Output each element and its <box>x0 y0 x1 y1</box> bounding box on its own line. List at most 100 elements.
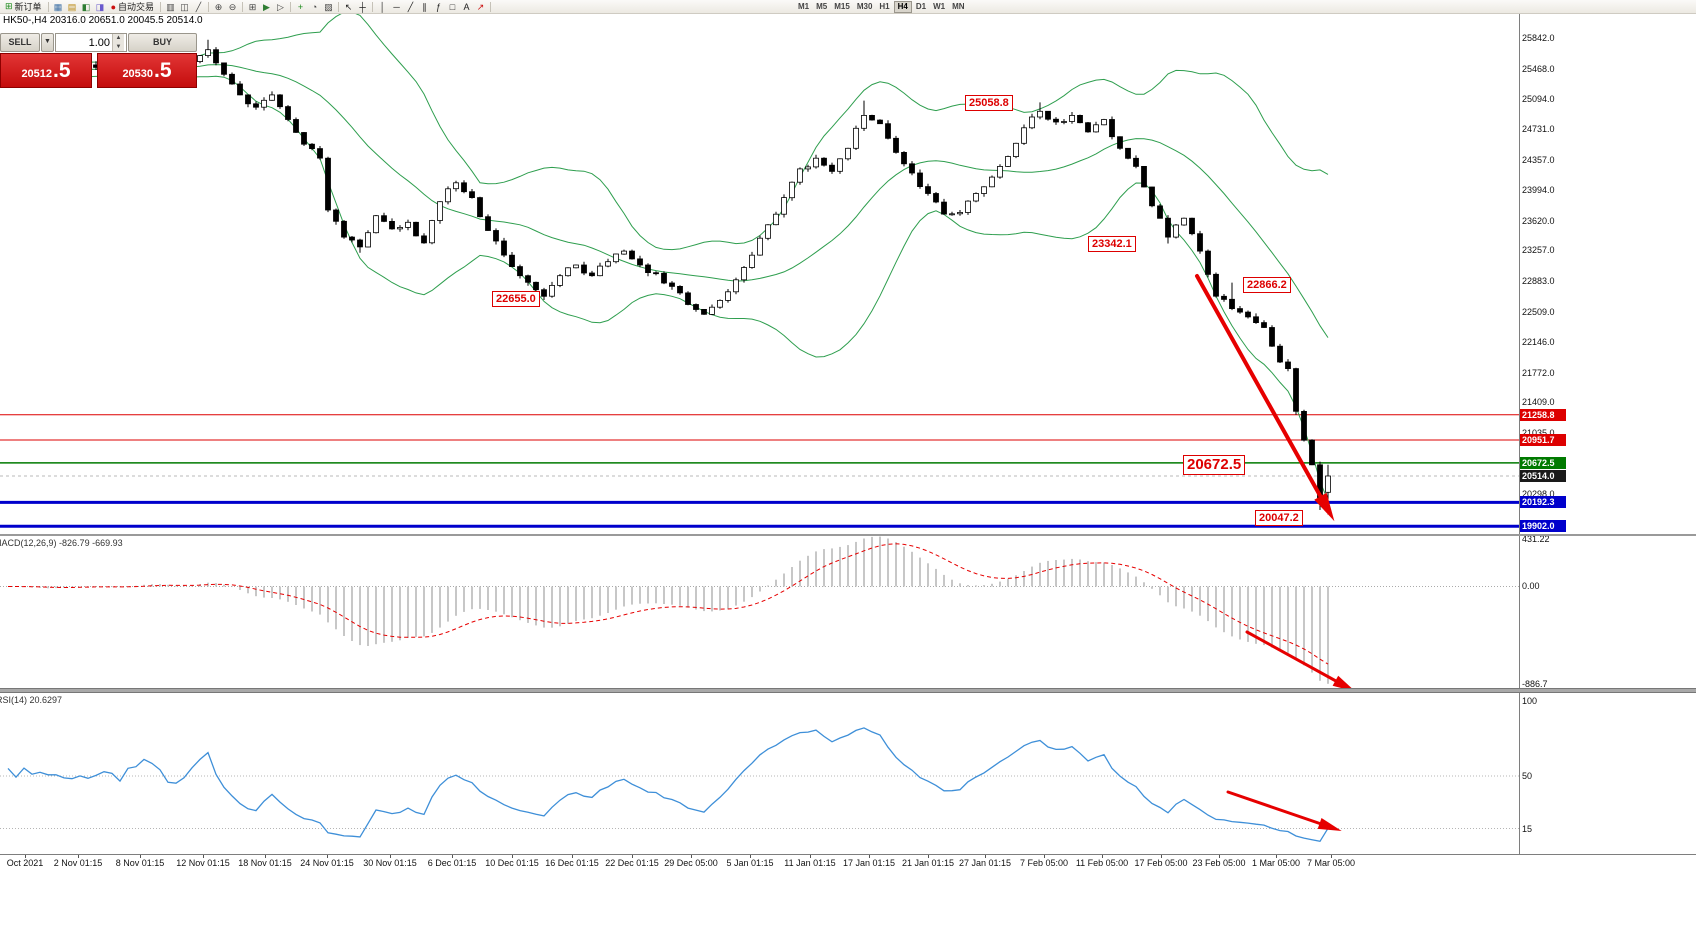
candle-body <box>1301 410 1307 441</box>
trendline-icon[interactable]: ╱ <box>407 1 414 12</box>
price-annotation[interactable]: 20672.5 <box>1183 455 1246 475</box>
indicators-icon[interactable]: + <box>297 1 304 12</box>
cursor-icon[interactable]: ↖ <box>344 1 353 12</box>
channel-icon[interactable]: ∥ <box>422 1 427 12</box>
profiles-icon[interactable]: ▤ <box>67 1 77 12</box>
price-annotation[interactable]: 23342.1 <box>1088 236 1136 252</box>
macd-value-signal: -669.93 <box>92 538 123 548</box>
rsi-panel[interactable] <box>0 693 1519 854</box>
bar-chart-icon[interactable]: ▥ <box>166 1 175 12</box>
market-watch-icon[interactable]: ◧ <box>81 1 91 12</box>
price-annotation[interactable]: 22866.2 <box>1243 277 1291 293</box>
price-axis-label: 21772.0 <box>1522 367 1555 378</box>
candle-body <box>813 157 819 168</box>
chart-shift-icon[interactable]: ▷ <box>277 1 284 12</box>
candle-body <box>301 132 307 145</box>
timeframe-m15[interactable]: M15 <box>834 1 850 11</box>
auto-scroll-icon[interactable]: ▶ <box>263 1 270 12</box>
templates-icon[interactable]: ▨ <box>324 1 333 12</box>
autotrading-button[interactable]: ● 自动交易 <box>108 1 157 13</box>
timeframe-h1[interactable]: H1 <box>879 1 890 11</box>
rsi-axis-label: 100 <box>1522 696 1538 706</box>
candle-body <box>941 201 947 215</box>
fibonacci-icon[interactable]: ƒ <box>436 1 442 12</box>
time-axis-tick <box>78 855 79 858</box>
vertical-line-icon[interactable]: │ <box>379 1 386 12</box>
text-icon[interactable]: A <box>463 1 470 12</box>
price-annotation[interactable]: 22655.0 <box>492 291 540 307</box>
candle-body <box>1117 136 1123 149</box>
price-axis-label: 25094.0 <box>1522 94 1555 105</box>
candle-body <box>517 266 523 277</box>
price-axis-label: 20298.0 <box>1522 488 1555 499</box>
price-axis-label: 22146.0 <box>1522 336 1555 347</box>
time-axis-label: 12 Nov 01:15 <box>176 858 230 868</box>
candle-body <box>749 254 755 268</box>
time-axis[interactable]: Oct 2021 2 Nov 01:15 8 Nov 01:15 12 Nov 01:… <box>0 855 1696 937</box>
sell-price-button[interactable]: 20512 .5 <box>0 53 92 88</box>
rsi-label: RSI(14) 20.6297 <box>0 695 62 705</box>
new-chart-icon[interactable]: ▦ <box>53 1 63 12</box>
new-order-button[interactable]: ⊞ 新订单 <box>2 1 45 13</box>
candle-body <box>469 191 475 198</box>
candle-body <box>1261 322 1267 328</box>
time-axis-label: 1 Mar 05:00 <box>1251 858 1301 868</box>
timeframe-h4[interactable]: H4 <box>893 0 912 13</box>
candlestick-chart-icon[interactable]: ◫ <box>180 1 189 12</box>
stepper-down-icon[interactable]: ▼ <box>113 42 124 51</box>
zoom-in-icon[interactable]: ⊕ <box>214 1 223 12</box>
candle-body <box>1325 475 1331 493</box>
autotrading-icon: ● <box>110 1 116 12</box>
main-chart[interactable] <box>0 14 1519 535</box>
volume-stepper[interactable]: ▲ ▼ <box>112 34 124 51</box>
tile-windows-icon[interactable]: ⊞ <box>248 1 257 12</box>
candle-body <box>533 281 539 291</box>
candle-body <box>253 103 259 108</box>
navigator-icon[interactable]: ◨ <box>95 1 105 12</box>
crosshair-icon[interactable]: ┼ <box>359 1 366 12</box>
candle-body <box>917 172 923 188</box>
timeframe-m30[interactable]: M30 <box>856 1 873 11</box>
candle-body <box>373 215 379 234</box>
candle-body <box>333 209 339 222</box>
buy-button[interactable]: BUY <box>128 33 197 52</box>
candle-body <box>549 284 555 297</box>
trend-arrow[interactable] <box>1195 274 1329 510</box>
buy-price-pips: .5 <box>154 58 172 82</box>
macd-panel[interactable] <box>0 536 1519 688</box>
volume-dropdown[interactable]: ▼ <box>41 33 54 52</box>
candle-body <box>661 272 667 284</box>
time-axis-tick <box>327 855 328 858</box>
trend-arrow[interactable] <box>1245 630 1347 688</box>
candle-body <box>245 94 251 105</box>
stepper-up-icon[interactable]: ▲ <box>113 34 124 43</box>
price-annotation[interactable]: 20047.2 <box>1255 510 1303 526</box>
buy-price-button[interactable]: 20530 .5 <box>97 53 197 88</box>
time-axis-tick <box>928 855 929 858</box>
toolbar-separator <box>160 1 162 12</box>
sell-button[interactable]: SELL <box>0 33 40 52</box>
candle-body <box>445 188 451 203</box>
candle-body <box>909 163 915 174</box>
panel-divider-main-macd[interactable] <box>0 534 1696 536</box>
candle-body <box>1069 115 1075 122</box>
candle-body <box>285 106 291 120</box>
price-annotation[interactable]: 25058.8 <box>965 95 1013 111</box>
zoom-out-icon[interactable]: ⊖ <box>228 1 237 12</box>
candle-body <box>493 230 499 242</box>
arrow-tool-icon[interactable]: ↗ <box>476 1 485 12</box>
timeframe-mn[interactable]: MN <box>952 1 965 11</box>
timeframe-w1[interactable]: W1 <box>933 1 946 11</box>
time-axis-label: 7 Mar 05:00 <box>1306 858 1356 868</box>
trend-arrow[interactable] <box>1226 790 1332 829</box>
timeframe-m5[interactable]: M5 <box>816 1 828 11</box>
shapes-icon[interactable]: □ <box>449 1 456 12</box>
line-chart-icon[interactable]: ╱ <box>195 1 202 12</box>
timeframe-m1[interactable]: M1 <box>798 1 810 11</box>
volume-input[interactable] <box>56 34 112 51</box>
timeframe-d1[interactable]: D1 <box>915 1 927 11</box>
periods-icon[interactable]: ◔ <box>311 1 318 12</box>
horizontal-line-icon[interactable]: ─ <box>393 1 400 12</box>
panel-divider-macd-rsi[interactable] <box>0 688 1696 693</box>
candle-body <box>1269 327 1275 347</box>
